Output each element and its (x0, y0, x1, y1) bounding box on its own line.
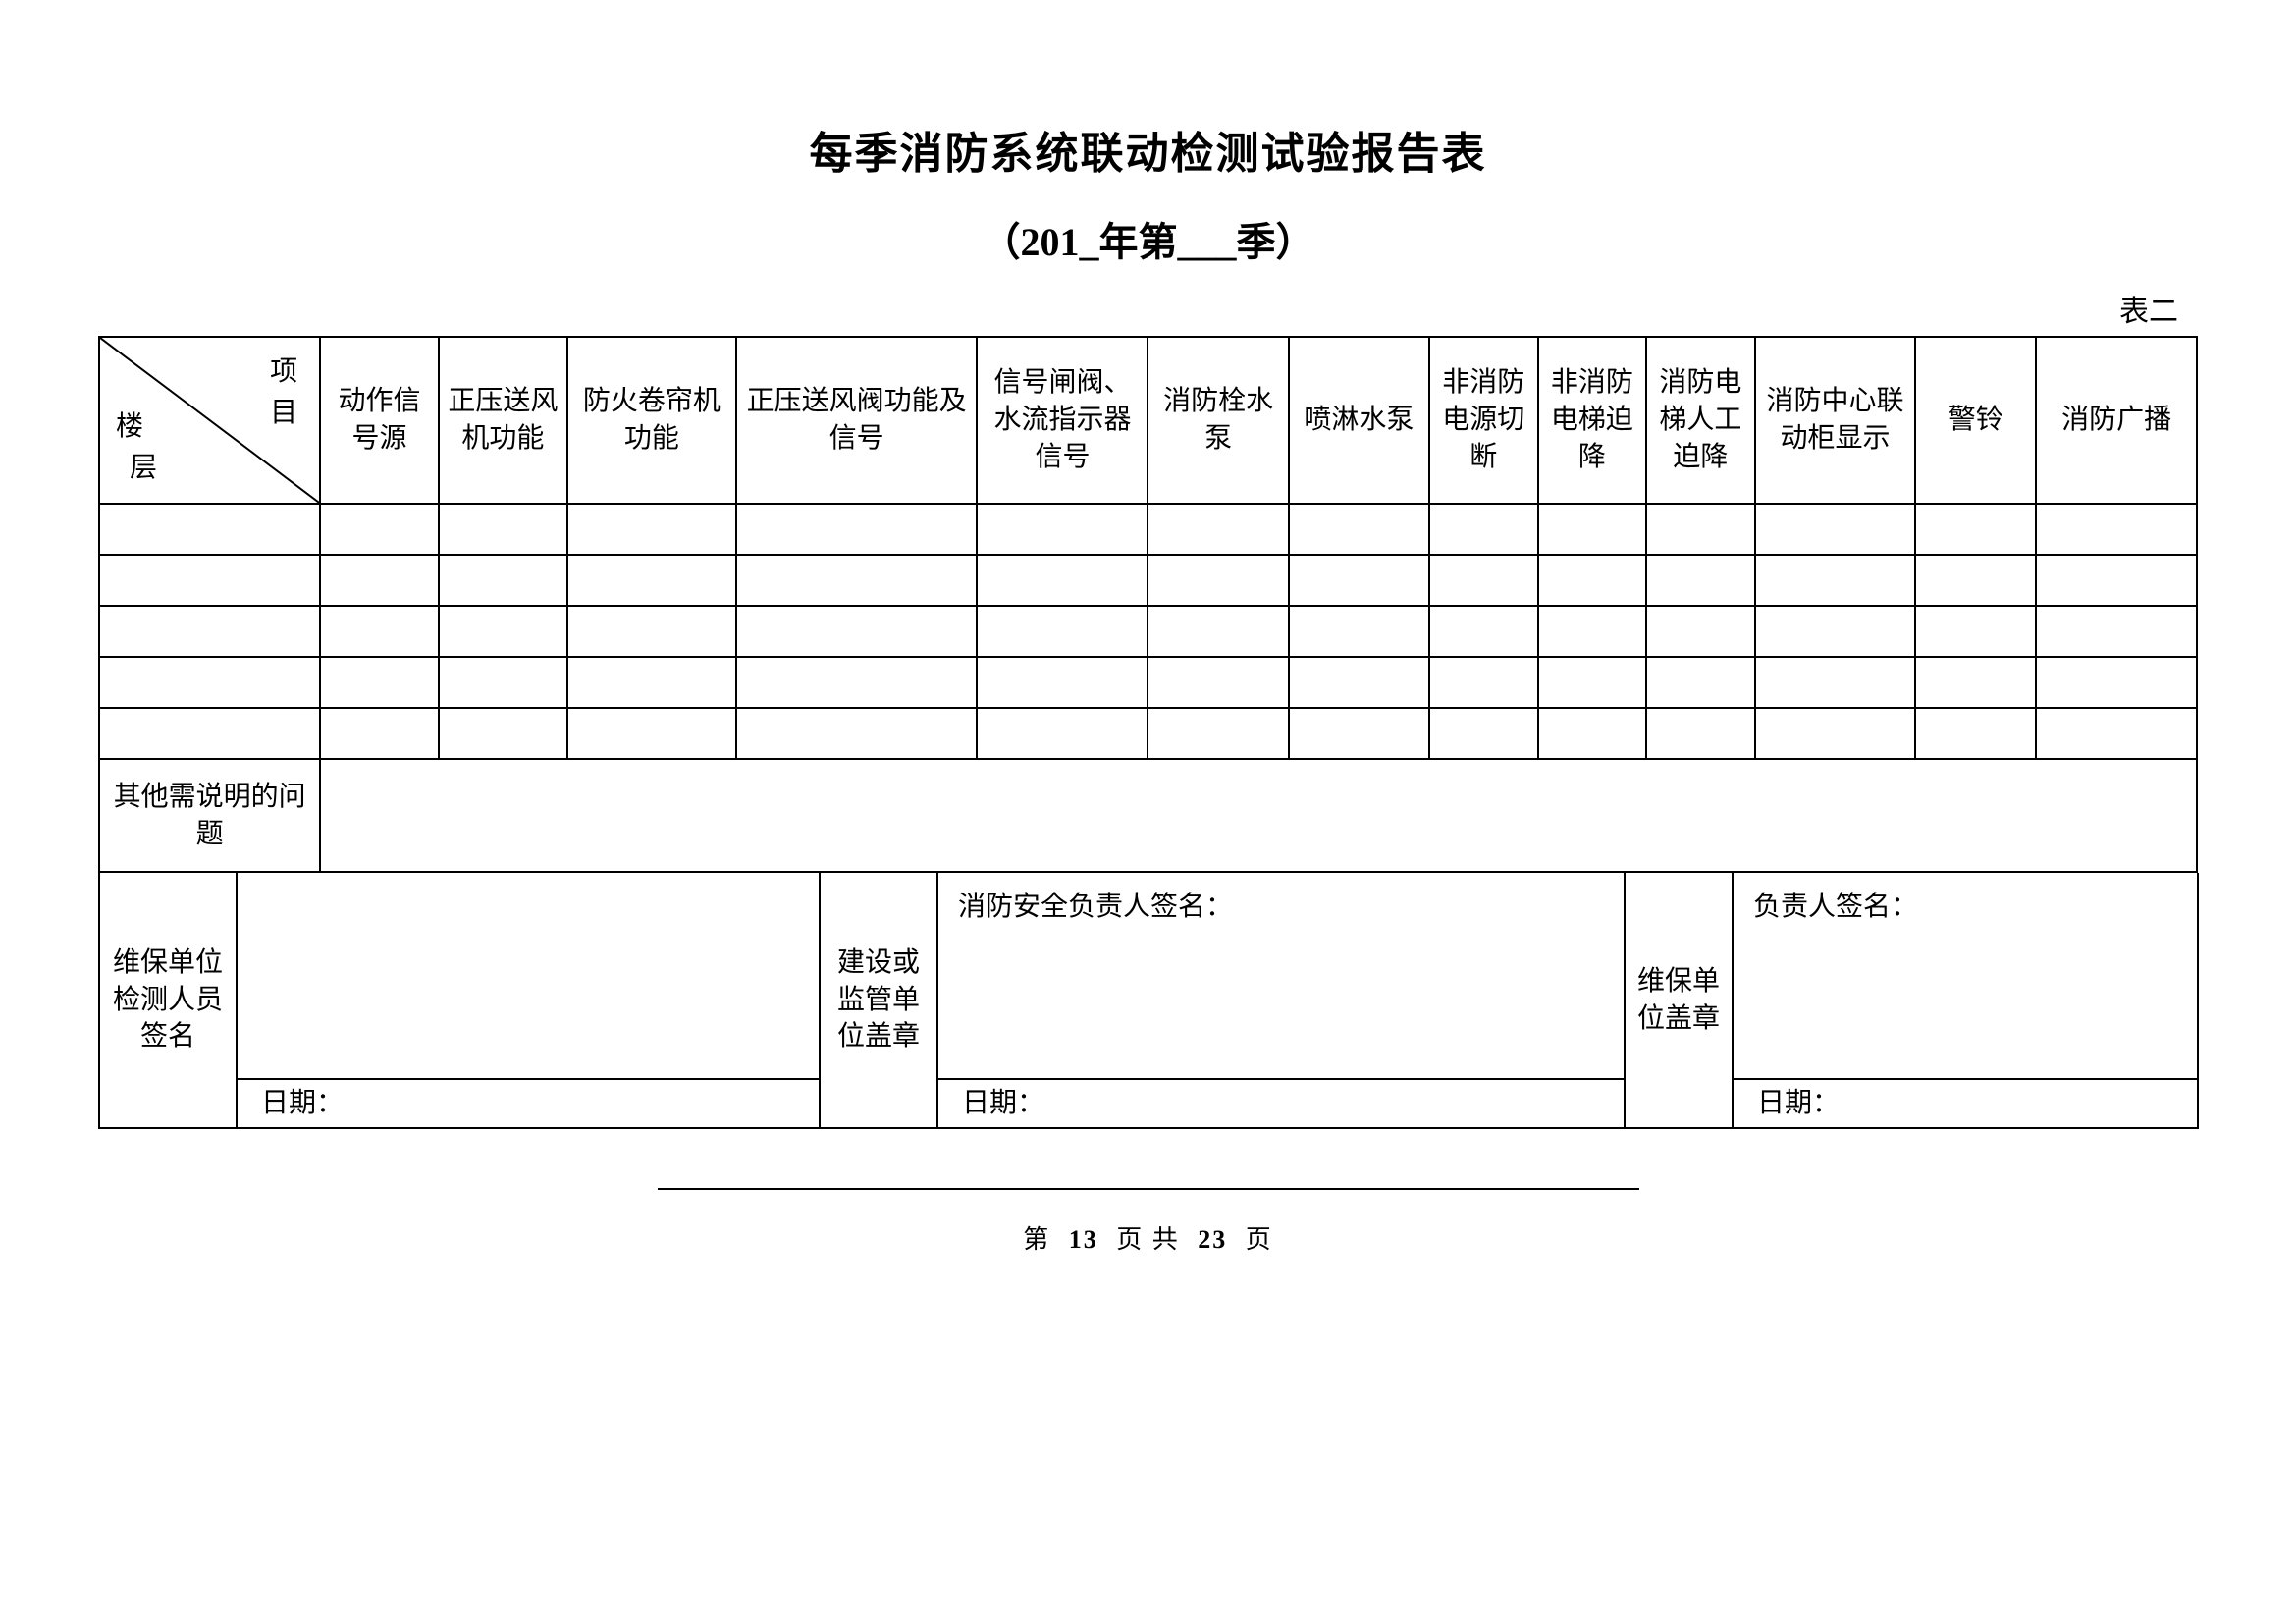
signature-table: 维保单位检测人员签名 建设或监管单位盖章 消防安全负责人签名： 维保单位盖章 负… (98, 873, 2199, 1129)
col-header: 非消防电梯迫降 (1538, 337, 1647, 504)
col-header: 正压送风机功能 (439, 337, 567, 504)
col-header: 消防栓水泵 (1148, 337, 1288, 504)
col-header: 正压送风阀功能及信号 (736, 337, 978, 504)
sig-responsible: 负责人签名： (1733, 873, 2198, 1079)
page-title: 每季消防系统联动检测试验报告表 (98, 118, 2198, 181)
diag-header-project: 项 目 (270, 352, 297, 434)
page-subtitle: （201_年第___季） (98, 210, 2198, 267)
sig-inspector-label: 维保单位检测人员签名 (99, 873, 237, 1128)
col-header: 喷淋水泵 (1289, 337, 1429, 504)
sig-maint-label: 维保单位盖章 (1625, 873, 1733, 1128)
notes-row: 其他需说明的问题 (99, 759, 2197, 872)
table-number-label: 表二 (98, 287, 2198, 330)
table-row (99, 708, 2197, 759)
sig-date-3: 日期： (1733, 1079, 2198, 1128)
sig-inspector-space (237, 873, 820, 1079)
notes-label: 其他需说明的问题 (99, 759, 320, 872)
signature-upper-row: 维保单位检测人员签名 建设或监管单位盖章 消防安全负责人签名： 维保单位盖章 负… (99, 873, 2198, 1079)
col-header: 消防中心联动柜显示 (1755, 337, 1916, 504)
notes-cell (320, 759, 2197, 872)
signature-date-row: 日期： 日期： 日期： (99, 1079, 2198, 1128)
sig-date-2: 日期： (937, 1079, 1625, 1128)
document-page: 每季消防系统联动检测试验报告表 （201_年第___季） 表二 (0, 0, 2296, 1624)
table-row (99, 504, 2197, 555)
col-header: 信号闸阀、水流指示器信号 (977, 337, 1148, 504)
col-header: 防火卷帘机功能 (567, 337, 736, 504)
diag-header-floor: 楼 层 (116, 406, 157, 489)
col-header: 消防广播 (2036, 337, 2197, 504)
inspection-table: 项 目 楼 层 动作信号源 正压送风机功能 防火卷帘机功能 正压送风阀功能及信号… (98, 336, 2198, 873)
col-header: 非消防电源切断 (1429, 337, 1538, 504)
col-header: 消防电梯人工迫降 (1646, 337, 1755, 504)
col-header: 警铃 (1915, 337, 2036, 504)
col-header: 动作信号源 (320, 337, 439, 504)
table-row (99, 606, 2197, 657)
diagonal-header-cell: 项 目 楼 层 (99, 337, 320, 504)
sig-safety-officer: 消防安全负责人签名： (937, 873, 1625, 1079)
header-row: 项 目 楼 层 动作信号源 正压送风机功能 防火卷帘机功能 正压送风阀功能及信号… (99, 337, 2197, 504)
table-row (99, 555, 2197, 606)
sig-builder-label: 建设或监管单位盖章 (820, 873, 937, 1128)
sig-date-1: 日期： (237, 1079, 820, 1128)
table-row (99, 657, 2197, 708)
footer-divider (658, 1188, 1639, 1190)
page-footer: 第 13 页 共 23 页 (98, 1219, 2198, 1256)
